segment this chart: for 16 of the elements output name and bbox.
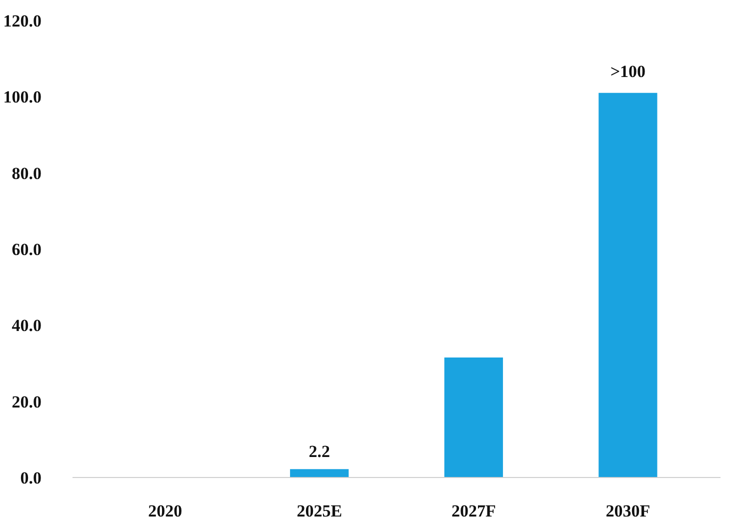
- x-tick-label: 2025E: [296, 502, 342, 520]
- y-tick-label: 120.0: [3, 12, 42, 30]
- y-tick-label: 60.0: [12, 240, 42, 259]
- y-tick-label: 80.0: [12, 164, 42, 183]
- x-tick-label: 2030F: [606, 502, 650, 520]
- data-label: >100: [610, 62, 646, 81]
- x-tick-label: 2020: [148, 502, 182, 520]
- bar: [598, 92, 658, 478]
- bar: [290, 469, 349, 478]
- y-tick-label: 40.0: [12, 316, 42, 336]
- y-tick-label: 20.0: [12, 392, 42, 412]
- bar: [444, 358, 503, 478]
- data-label: 2.2: [308, 442, 330, 462]
- y-tick-label: 0.0: [20, 468, 42, 488]
- x-tick-label: 2027F: [451, 502, 496, 520]
- y-tick-label: 100.0: [3, 88, 42, 107]
